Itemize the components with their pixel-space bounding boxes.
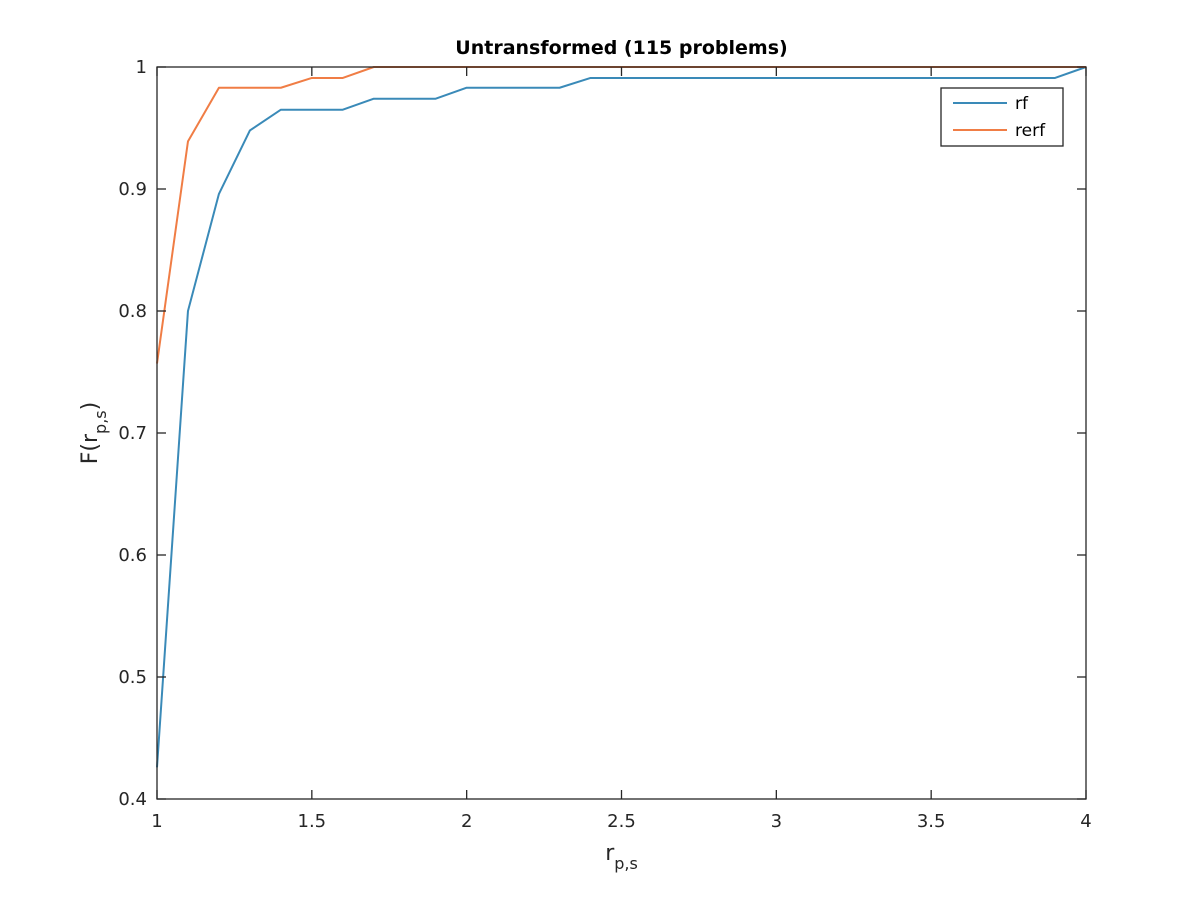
legend-label-rf: rf [1015, 94, 1029, 114]
chart-title: Untransformed (115 problems) [455, 37, 787, 59]
y-axis-label: F(rp,s) [78, 402, 110, 464]
y-axis-label-main: F(r [78, 433, 103, 464]
x-axis-label: rp,s [605, 841, 638, 873]
y-tick-label: 0.6 [118, 545, 147, 566]
plot-area [157, 67, 1086, 799]
y-tick-label: 0.9 [118, 179, 147, 200]
x-tick-label: 2 [461, 811, 472, 832]
y-tick-label: 1 [136, 57, 147, 78]
y-tick-label: 0.8 [118, 301, 147, 322]
x-tick-label: 1 [151, 811, 162, 832]
x-tick-label: 4 [1080, 811, 1091, 832]
y-axis-label-close: ) [78, 402, 103, 411]
legend: rf rerf [940, 87, 1064, 147]
legend-box [940, 87, 1064, 147]
x-tick-label: 3 [771, 811, 782, 832]
x-tick-label: 1.5 [298, 811, 327, 832]
series-line-rf [156, 66, 1087, 768]
y-axis-label-subscript: p,s [91, 410, 110, 434]
y-tick-label: 0.5 [118, 667, 147, 688]
ticks-layer: 1 1.5 2 2.5 3 3.5 4 0.4 0.5 0.6 0.7 0.8 0.9 1 [118, 57, 1091, 832]
x-axis-label-subscript: p,s [614, 854, 638, 873]
x-tick-label: 3.5 [917, 811, 946, 832]
y-tick-label: 0.4 [118, 789, 147, 810]
y-tick-label: 0.7 [118, 423, 147, 444]
x-axis-label-main: r [605, 841, 615, 866]
legend-label-rerf: rerf [1015, 121, 1046, 141]
x-tick-label: 2.5 [607, 811, 636, 832]
